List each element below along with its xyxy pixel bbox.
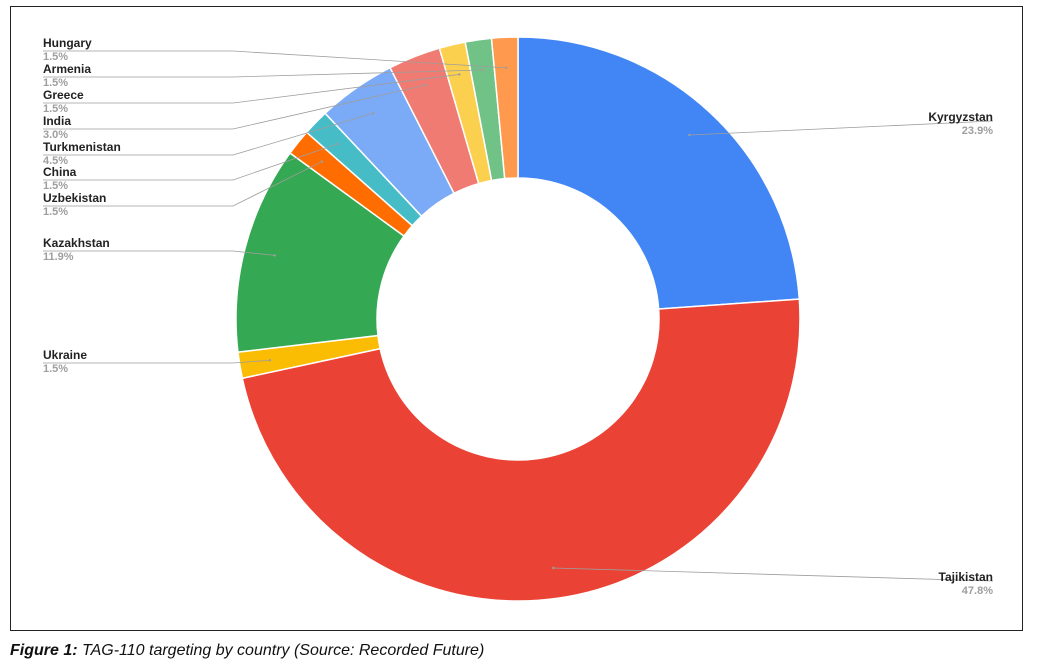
- label-armenia: Armenia: [43, 62, 91, 76]
- value-label-tajikistan: 47.8%: [962, 585, 993, 597]
- callout-line-kyrgyzstan: [689, 120, 994, 136]
- slice-tajikistan: [241, 298, 801, 602]
- label-kazakhstan: Kazakhstan: [43, 236, 110, 250]
- label-kyrgyzstan: Kyrgyzstan: [928, 110, 993, 124]
- value-label-hungary: 1.5%: [43, 51, 68, 63]
- slice-kyrgyzstan: [517, 36, 801, 310]
- label-china: China: [43, 165, 77, 179]
- donut-chart: Kyrgyzstan23.9%Tajikistan47.8%Ukraine1.5…: [43, 36, 994, 602]
- label-hungary: Hungary: [43, 36, 92, 50]
- value-label-ukraine: 1.5%: [43, 363, 68, 375]
- caption-prefix: Figure 1:: [10, 642, 78, 659]
- caption-text: TAG-110 targeting by country (Source: Re…: [77, 642, 485, 659]
- label-uzbekistan: Uzbekistan: [43, 191, 106, 205]
- callout-dot-tajikistan: [552, 566, 555, 570]
- callout-dot-uzbekistan: [320, 160, 324, 163]
- callout-line-uzbekistan: [43, 161, 323, 207]
- value-label-uzbekistan: 1.5%: [43, 206, 68, 218]
- callout-line-armenia: [43, 69, 483, 78]
- value-label-india: 3.0%: [43, 129, 68, 141]
- callout-line-turkmenistan: [43, 112, 374, 156]
- callout-dot-china: [336, 142, 339, 146]
- label-ukraine: Ukraine: [43, 348, 87, 362]
- callout-dot-armenia: [481, 68, 484, 72]
- slice-kazakhstan: [235, 151, 406, 353]
- callout-dot-hungary: [504, 66, 508, 69]
- value-label-china: 1.5%: [43, 180, 68, 192]
- callout-line-kazakhstan: [43, 250, 275, 256]
- callout-dot-kyrgyzstan: [688, 133, 691, 137]
- chart-frame: Kyrgyzstan 23.9% Tajikistan 47.8% Ukraine 1.5…: [10, 6, 1023, 631]
- slice-hungary: [490, 36, 519, 180]
- callout-dot-greece: [458, 73, 461, 76]
- callout-line-hungary: [43, 50, 507, 69]
- callout-dot-kazakhstan: [273, 254, 276, 257]
- callout-line-india: [43, 84, 426, 130]
- value-label-greece: 1.5%: [43, 103, 68, 115]
- callout-line-tajikistan: [553, 567, 994, 582]
- callout-dot-ukraine: [268, 359, 272, 362]
- value-label-kazakhstan: 11.9%: [43, 251, 74, 263]
- label-india: India: [43, 114, 71, 128]
- callout-line-china: [43, 143, 338, 181]
- value-label-turkmenistan: 4.5%: [43, 155, 68, 167]
- label-turkmenistan: Turkmenistan: [43, 140, 121, 154]
- value-label-armenia: 1.5%: [43, 77, 68, 89]
- callout-dot-india: [424, 83, 427, 87]
- callout-dot-turkmenistan: [372, 111, 375, 115]
- callout-line-greece: [43, 74, 460, 104]
- value-label-kyrgyzstan: 23.9%: [962, 125, 993, 137]
- label-greece: Greece: [43, 88, 84, 102]
- figure-caption: Figure 1: TAG-110 targeting by country (…: [10, 642, 484, 660]
- label-tajikistan: Tajikistan: [939, 570, 993, 584]
- callout-line-ukraine: [43, 359, 270, 364]
